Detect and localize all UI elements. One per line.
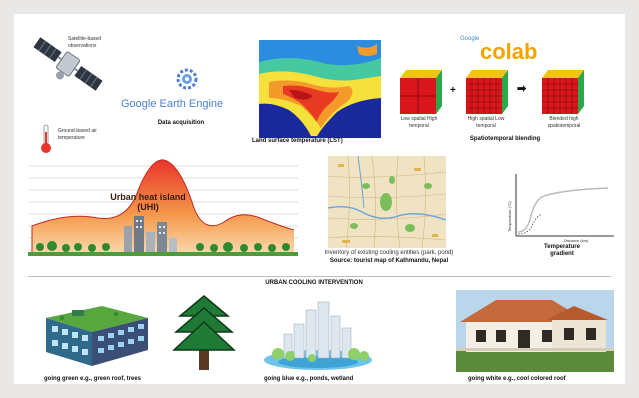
gradient-caption: Temperature gradient — [544, 244, 580, 257]
cube-low-spatial-icon — [400, 70, 442, 114]
uhi-illustration — [28, 159, 298, 256]
plus-sign: + — [450, 85, 456, 96]
gee-logo-text: Google Earth Engine — [121, 98, 224, 110]
cube-high-spatial-label: High spatial Low temporal — [467, 116, 505, 129]
section-divider — [28, 276, 611, 277]
gradient-xlabel: Distance (km) — [563, 238, 589, 243]
data-acquisition-caption: Data acquisition — [157, 120, 205, 126]
gear-icon — [176, 68, 198, 90]
cube-low-spatial-label: Low spatial High temporal — [400, 116, 438, 129]
lst-map — [259, 40, 381, 138]
uhi-label: Urban heat island (UHI) — [110, 192, 186, 212]
cube-blended-label: Blended high spatiotemporal — [547, 116, 581, 129]
lst-caption: Land surface temperature (LST) — [252, 138, 343, 144]
kathmandu-map — [328, 156, 446, 248]
cube-blended-icon — [542, 70, 584, 114]
colab-logo: colab — [480, 39, 538, 64]
blue-city-illustration — [264, 301, 372, 370]
intervention-blue-label: going blue e.g., ponds, wetland — [264, 376, 354, 382]
green-roof-building — [46, 306, 148, 366]
blending-caption: Spatiotemporal blending — [469, 136, 541, 142]
intervention-white-label: going white e.g., cool colored roof — [468, 376, 566, 382]
tree-icon — [172, 295, 236, 370]
section-title: URBAN COOLING INTERVENTION — [265, 280, 363, 286]
figure-frame: Satellite-based observations Ground-base… — [14, 14, 625, 384]
satellite-icon — [33, 37, 103, 91]
cube-high-spatial-icon — [466, 70, 508, 114]
colab-google-text: Google — [460, 36, 480, 42]
white-roof-house — [456, 290, 614, 372]
ground-label: Ground-based air temperature — [58, 128, 97, 141]
intervention-green-label: going green e.g., green roof, trees — [44, 376, 142, 382]
temperature-gradient-graph — [515, 174, 614, 237]
inventory-source: Source: tourist map of Kathmandu, Nepal — [329, 258, 449, 264]
thermometer-icon — [41, 124, 51, 153]
inventory-caption: Inventory of existing cooling entities (… — [324, 250, 454, 256]
gradient-ylabel: Temperature (°C) — [507, 201, 512, 232]
arrow-icon: ➡ — [517, 83, 527, 95]
satellite-label: Satellite-based observations — [68, 36, 102, 49]
